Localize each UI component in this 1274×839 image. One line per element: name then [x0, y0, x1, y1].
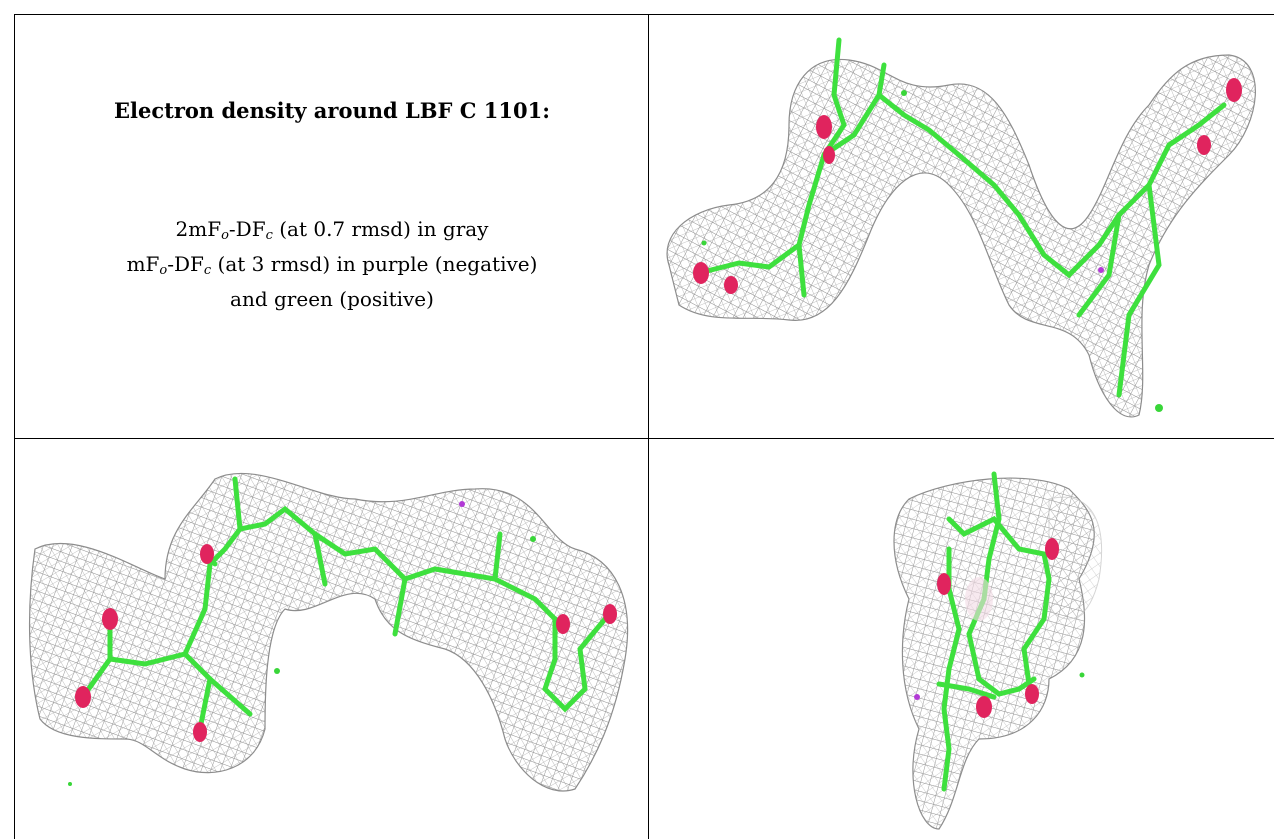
density-view-top-right — [649, 15, 1274, 438]
difference-density-top-right — [701, 90, 1163, 412]
oxygen-atoms-bottom-right — [937, 538, 1059, 718]
legend-title: Electron density around LBF C 1101: — [114, 98, 550, 123]
density-view-bottom-left — [15, 439, 648, 839]
density-image-top-right — [666, 37, 1256, 418]
legend-text: 2mFo-DFc (at 0.7 rmsd) in gray mFo-DFc (… — [15, 215, 648, 314]
legend-line-green: and green (positive) — [230, 287, 434, 311]
legend-line-fofc: mFo-DFc (at 3 rmsd) in purple (negative) — [126, 252, 538, 278]
table-left-border — [14, 14, 15, 839]
difference-density-bottom-right — [914, 577, 1085, 700]
mesh-density-bottom-left — [28, 472, 629, 792]
mesh-density-top-right — [666, 54, 1256, 418]
ligand-sticks-top-right — [696, 37, 1227, 398]
oxygen-atoms-bottom-left — [75, 544, 617, 742]
oxygen-atoms-top-right — [693, 78, 1242, 294]
legend-cell: Electron density around LBF C 1101: 2mFo… — [15, 15, 648, 438]
legend-line-2fo: 2mFo-DFc (at 0.7 rmsd) in gray — [175, 217, 489, 243]
density-view-bottom-right — [649, 439, 1274, 839]
table-center-border — [648, 14, 649, 839]
figure-table: Electron density around LBF C 1101: 2mFo… — [14, 14, 1274, 839]
difference-density-bottom-left — [68, 501, 536, 786]
ligand-sticks-bottom-left — [82, 476, 608, 732]
density-image-bottom-left — [28, 472, 629, 792]
table-middle-border — [14, 438, 1274, 439]
table-top-border — [14, 14, 1274, 15]
density-image-bottom-right — [893, 471, 1103, 830]
